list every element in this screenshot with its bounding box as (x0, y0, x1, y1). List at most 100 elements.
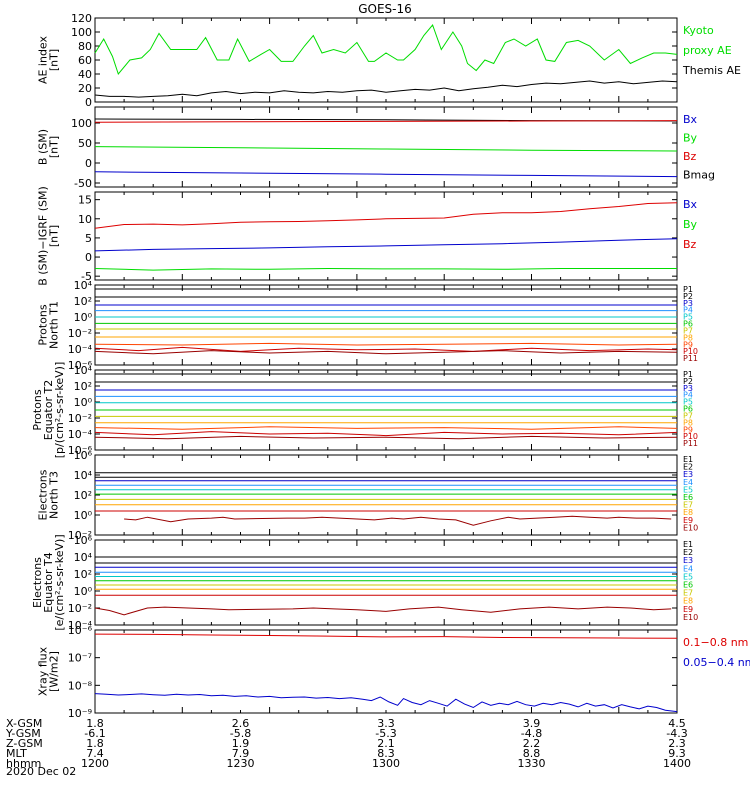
y-axis-label: [nT] (48, 136, 61, 158)
legend-entry: E9 (683, 516, 693, 525)
ephemeris-value: 1330 (518, 757, 546, 770)
ephemeris-value: 2.3 (668, 737, 686, 750)
series-p10 (94, 431, 678, 437)
ephemeris-value: -5.3 (375, 727, 396, 740)
series-p11 (94, 350, 678, 355)
legend-entry: P10 (683, 432, 698, 441)
plot-date: 2020 Dec 02 (6, 765, 76, 778)
y-axis-label: Electrons (37, 469, 50, 520)
y-tick-label: 10⁴ (74, 364, 93, 377)
y-tick-label: 40 (78, 68, 92, 81)
y-tick-label: 10⁴ (74, 279, 93, 292)
legend-entry: E2 (683, 548, 693, 557)
y-axis-label: Electrons (31, 557, 44, 608)
legend-entry: 0.1−0.8 nm (683, 636, 748, 649)
legend-entry: proxy AE (683, 44, 732, 57)
y-tick-label: 10⁻² (68, 327, 92, 340)
legend-entry: E10 (683, 613, 698, 622)
legend-entry: E2 (683, 463, 693, 472)
y-tick-label: 10⁻² (68, 529, 92, 542)
panel-bsm: -50 0 50 100 B (SM)[nT] Bx By Bz Bmag (37, 106, 715, 190)
ephemeris-value: 3.9 (523, 717, 541, 730)
legend-entry: E3 (683, 470, 693, 479)
legend-entry: P8 (683, 333, 693, 342)
y-tick-label: 10⁻⁶ (68, 624, 93, 637)
ephemeris-value: 9.3 (668, 747, 686, 760)
legend-entry: Bmag (683, 169, 715, 182)
series-kyoto-proxy-ae (94, 24, 678, 76)
legend-entry: E10 (683, 523, 698, 532)
ephemeris-value: 2.1 (377, 737, 395, 750)
y-tick-label: 15 (78, 194, 92, 207)
y-tick-label: 10⁻⁶ (68, 444, 93, 457)
y-tick-label: 10⁻⁷ (68, 652, 92, 665)
ephemeris-label: hhmm (6, 757, 41, 770)
y-tick-label: 100 (71, 26, 92, 39)
legend-entry: P9 (683, 425, 693, 434)
legend-entry: E6 (683, 581, 693, 590)
ephemeris-label: X-GSM (6, 717, 42, 730)
legend-entry: E4 (683, 564, 693, 573)
y-axis-label: B (SM) (37, 129, 50, 165)
y-tick-label: 10⁰ (74, 585, 93, 598)
legend-entry: P10 (683, 347, 698, 356)
legend-entry: E8 (683, 597, 693, 606)
legend-entry: P1 (683, 285, 693, 294)
legend-entry: P8 (683, 418, 693, 427)
legend-entry: P2 (683, 292, 693, 301)
legend-entry: E7 (683, 501, 693, 510)
legend-entry: P3 (683, 384, 693, 393)
legend-entry: P4 (683, 391, 693, 400)
y-axis-label: B (SM)−IGRF (SM) (37, 186, 50, 286)
panel-frame (94, 17, 678, 103)
ephemeris-value: -6.1 (84, 727, 105, 740)
y-tick-label: 10⁻² (68, 602, 92, 615)
legend-entry: E1 (683, 455, 693, 464)
y-tick-label: 0 (85, 96, 92, 109)
y-tick-label: 0 (85, 157, 92, 170)
ephemeris-label: Z-GSM (6, 737, 43, 750)
ephemeris-value: -5.8 (230, 727, 251, 740)
plot-title: GOES-16 (358, 2, 412, 16)
series-bz (94, 202, 678, 229)
legend-entry: P4 (683, 306, 693, 315)
ephemeris-table: X-GSM 1.8 2.6 3.3 3.9 4.5 Y-GSM -6.1 -5.8 -5.3 -4.… (5, 717, 691, 770)
y-tick-label: 10⁰ (74, 396, 93, 409)
legend-entry: E3 (683, 556, 693, 565)
y-axis-label: Xray flux (37, 646, 50, 696)
y-tick-label: 10⁶ (74, 449, 93, 462)
y-axis-label: North T3 (48, 471, 61, 519)
y-tick-label: 60 (78, 54, 92, 67)
series-p9 (94, 342, 678, 346)
series-bx (94, 171, 678, 178)
legend-entry: By (683, 132, 698, 145)
series-bz (94, 120, 678, 123)
y-tick-label: 10⁻⁴ (68, 619, 93, 632)
ephemeris-value: 1230 (227, 757, 255, 770)
y-tick-label: 10 (78, 213, 92, 226)
y-axis-label: [nT] (48, 225, 61, 247)
legend-entry: E7 (683, 589, 693, 598)
series-0-1-0-8-nm (94, 633, 678, 639)
legend-entry: E4 (683, 478, 693, 487)
legend-entry: By (683, 218, 698, 231)
y-axis-label: AE index (37, 35, 50, 84)
panel-frame (94, 191, 678, 281)
legend-entry: P6 (683, 320, 693, 329)
y-tick-label: 0 (85, 251, 92, 264)
legend-entry: Bx (683, 113, 698, 126)
legend-entry: P9 (683, 340, 693, 349)
y-tick-label: 50 (78, 137, 92, 150)
legend-entry: Themis AE (682, 64, 741, 77)
legend-entry: P11 (683, 354, 698, 363)
y-tick-label: 10⁴ (74, 469, 93, 482)
ephemeris-value: 8.3 (377, 747, 395, 760)
ephemeris-value: 7.9 (232, 747, 250, 760)
legend-entry: E5 (683, 572, 693, 581)
legend-entry: P5 (683, 398, 693, 407)
legend-entry: 0.05−0.4 nm (683, 656, 750, 669)
legend-entry: E8 (683, 508, 693, 517)
y-tick-label: 80 (78, 40, 92, 53)
